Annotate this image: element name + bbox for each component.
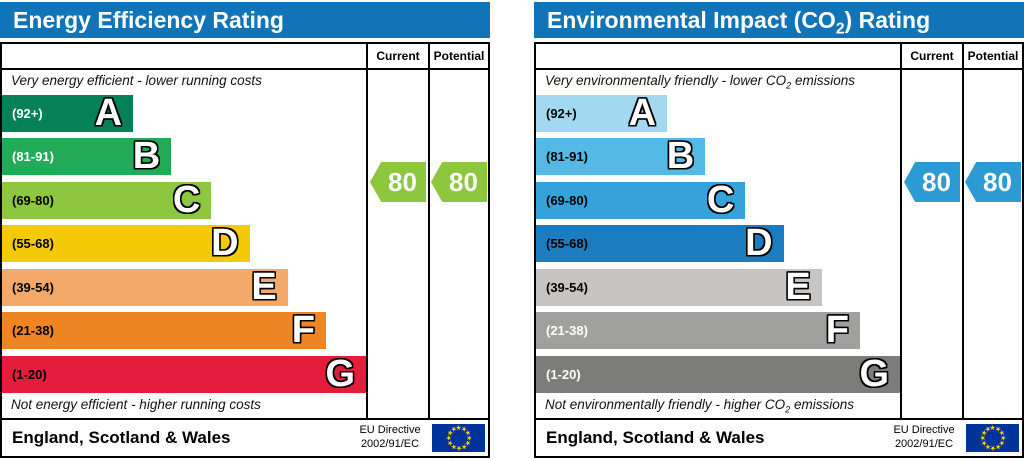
column-divider [962, 44, 964, 418]
panel-title-bar: Energy Efficiency Rating [0, 2, 490, 38]
band-b: (81-91) B [2, 135, 172, 177]
band-d: (55-68) D [536, 222, 784, 264]
potential-column-header: Potential [967, 49, 1019, 63]
footer-row-divider [536, 418, 1022, 420]
energy-efficiency-panel: Energy Efficiency Rating Current Potenti… [0, 0, 490, 460]
band-range-label: (39-54) [546, 280, 588, 295]
panel-title: Environmental Impact (CO2) Rating [547, 7, 931, 38]
band-letter: D [211, 222, 239, 264]
band-letter: B [132, 135, 161, 177]
band-letter: F [825, 309, 849, 351]
current-rating-arrow: 80 [904, 162, 960, 202]
band-letter: G [325, 353, 355, 395]
band-range-label: (92+) [12, 106, 43, 121]
bottom-caption: Not energy efficient - higher running co… [11, 397, 261, 412]
band-range-label: (81-91) [546, 149, 588, 164]
band-c: (69-80) C [2, 179, 212, 221]
table-footer: England, Scotland & Wales EU Directive 2… [2, 420, 488, 456]
eu-flag-icon: ★ ★ ★ ★ ★ ★ ★ ★ ★ ★ ★ ★ [966, 424, 1019, 452]
column-divider [428, 44, 430, 418]
band-e: (39-54) E [536, 266, 822, 308]
band-letter: B [666, 135, 695, 177]
band-f: (21-38) F [2, 309, 326, 351]
current-rating-arrow: 80 [370, 162, 426, 202]
region-label: England, Scotland & Wales [546, 428, 765, 447]
table-footer: England, Scotland & Wales EU Directive 2… [536, 420, 1022, 456]
footer-row-divider [2, 418, 488, 420]
potential-column-header: Potential [433, 49, 485, 63]
band-letter: E [251, 266, 277, 308]
band-f: (21-38) F [536, 309, 860, 351]
header-row-divider [536, 68, 1022, 70]
column-divider [366, 44, 368, 418]
potential-rating-arrow: 80 [431, 162, 487, 202]
band-range-label: (21-38) [12, 323, 54, 338]
band-letter: A [94, 92, 123, 134]
region-label: England, Scotland & Wales [12, 428, 231, 447]
title-subscript: 2 [835, 20, 845, 38]
environmental-impact-panel: Environmental Impact (CO2) Rating Curren… [534, 0, 1024, 460]
band-range-label: (21-38) [546, 323, 588, 338]
panel-title: Energy Efficiency Rating [13, 7, 284, 33]
band-letter: C [172, 179, 201, 221]
band-letter: F [291, 309, 315, 351]
band-range-label: (39-54) [12, 280, 54, 295]
band-range-label: (1-20) [546, 367, 581, 382]
eu-star-icon: ★ [455, 425, 462, 432]
band-scale: (92+) A (81-91) B (69-80) C (55-68) D (3… [2, 92, 366, 395]
current-rating-value: 80 [922, 166, 951, 197]
potential-rating-value: 80 [983, 166, 1012, 197]
band-g: (1-20) G [2, 353, 366, 395]
band-e: (39-54) E [2, 266, 288, 308]
potential-rating-value: 80 [449, 166, 478, 197]
band-range-label: (81-91) [12, 149, 54, 164]
eu-directive-label: EU Directive 2002/91/EC [893, 424, 955, 450]
band-g: (1-20) G [536, 353, 900, 395]
band-letter: E [785, 266, 811, 308]
eu-star-icon: ★ [989, 425, 996, 432]
band-range-label: (69-80) [12, 193, 54, 208]
band-b: (81-91) B [536, 135, 706, 177]
band-range-label: (69-80) [546, 193, 588, 208]
band-letter: C [706, 179, 735, 221]
band-letter: A [628, 92, 657, 134]
band-letter: G [859, 353, 889, 395]
top-caption: Very environmentally friendly - lower CO… [545, 73, 855, 91]
current-rating-value: 80 [388, 166, 417, 197]
panel-title-bar: Environmental Impact (CO2) Rating [534, 2, 1024, 38]
rating-table: Current Potential Very energy efficient … [0, 42, 490, 458]
band-scale: (92+) A (81-91) B (69-80) C (55-68) D (3… [536, 92, 900, 395]
band-letter: D [745, 222, 773, 264]
band-d: (55-68) D [2, 222, 250, 264]
band-range-label: (55-68) [12, 236, 54, 251]
header-row-divider [2, 68, 488, 70]
band-range-label: (55-68) [546, 236, 588, 251]
band-c: (69-80) C [536, 179, 746, 221]
band-range-label: (1-20) [12, 367, 47, 382]
current-column-header: Current [910, 49, 954, 63]
rating-table: Current Potential Very environmentally f… [534, 42, 1024, 458]
column-divider [900, 44, 902, 418]
eu-directive-label: EU Directive 2002/91/EC [359, 424, 421, 450]
top-caption: Very energy efficient - lower running co… [11, 73, 262, 88]
current-column-header: Current [376, 49, 420, 63]
band-a: (92+) A [536, 92, 668, 134]
bottom-caption: Not environmentally friendly - higher CO… [545, 397, 854, 415]
potential-rating-arrow: 80 [965, 162, 1021, 202]
band-a: (92+) A [2, 92, 134, 134]
eu-flag-icon: ★ ★ ★ ★ ★ ★ ★ ★ ★ ★ ★ ★ [432, 424, 485, 452]
band-range-label: (92+) [546, 106, 577, 121]
